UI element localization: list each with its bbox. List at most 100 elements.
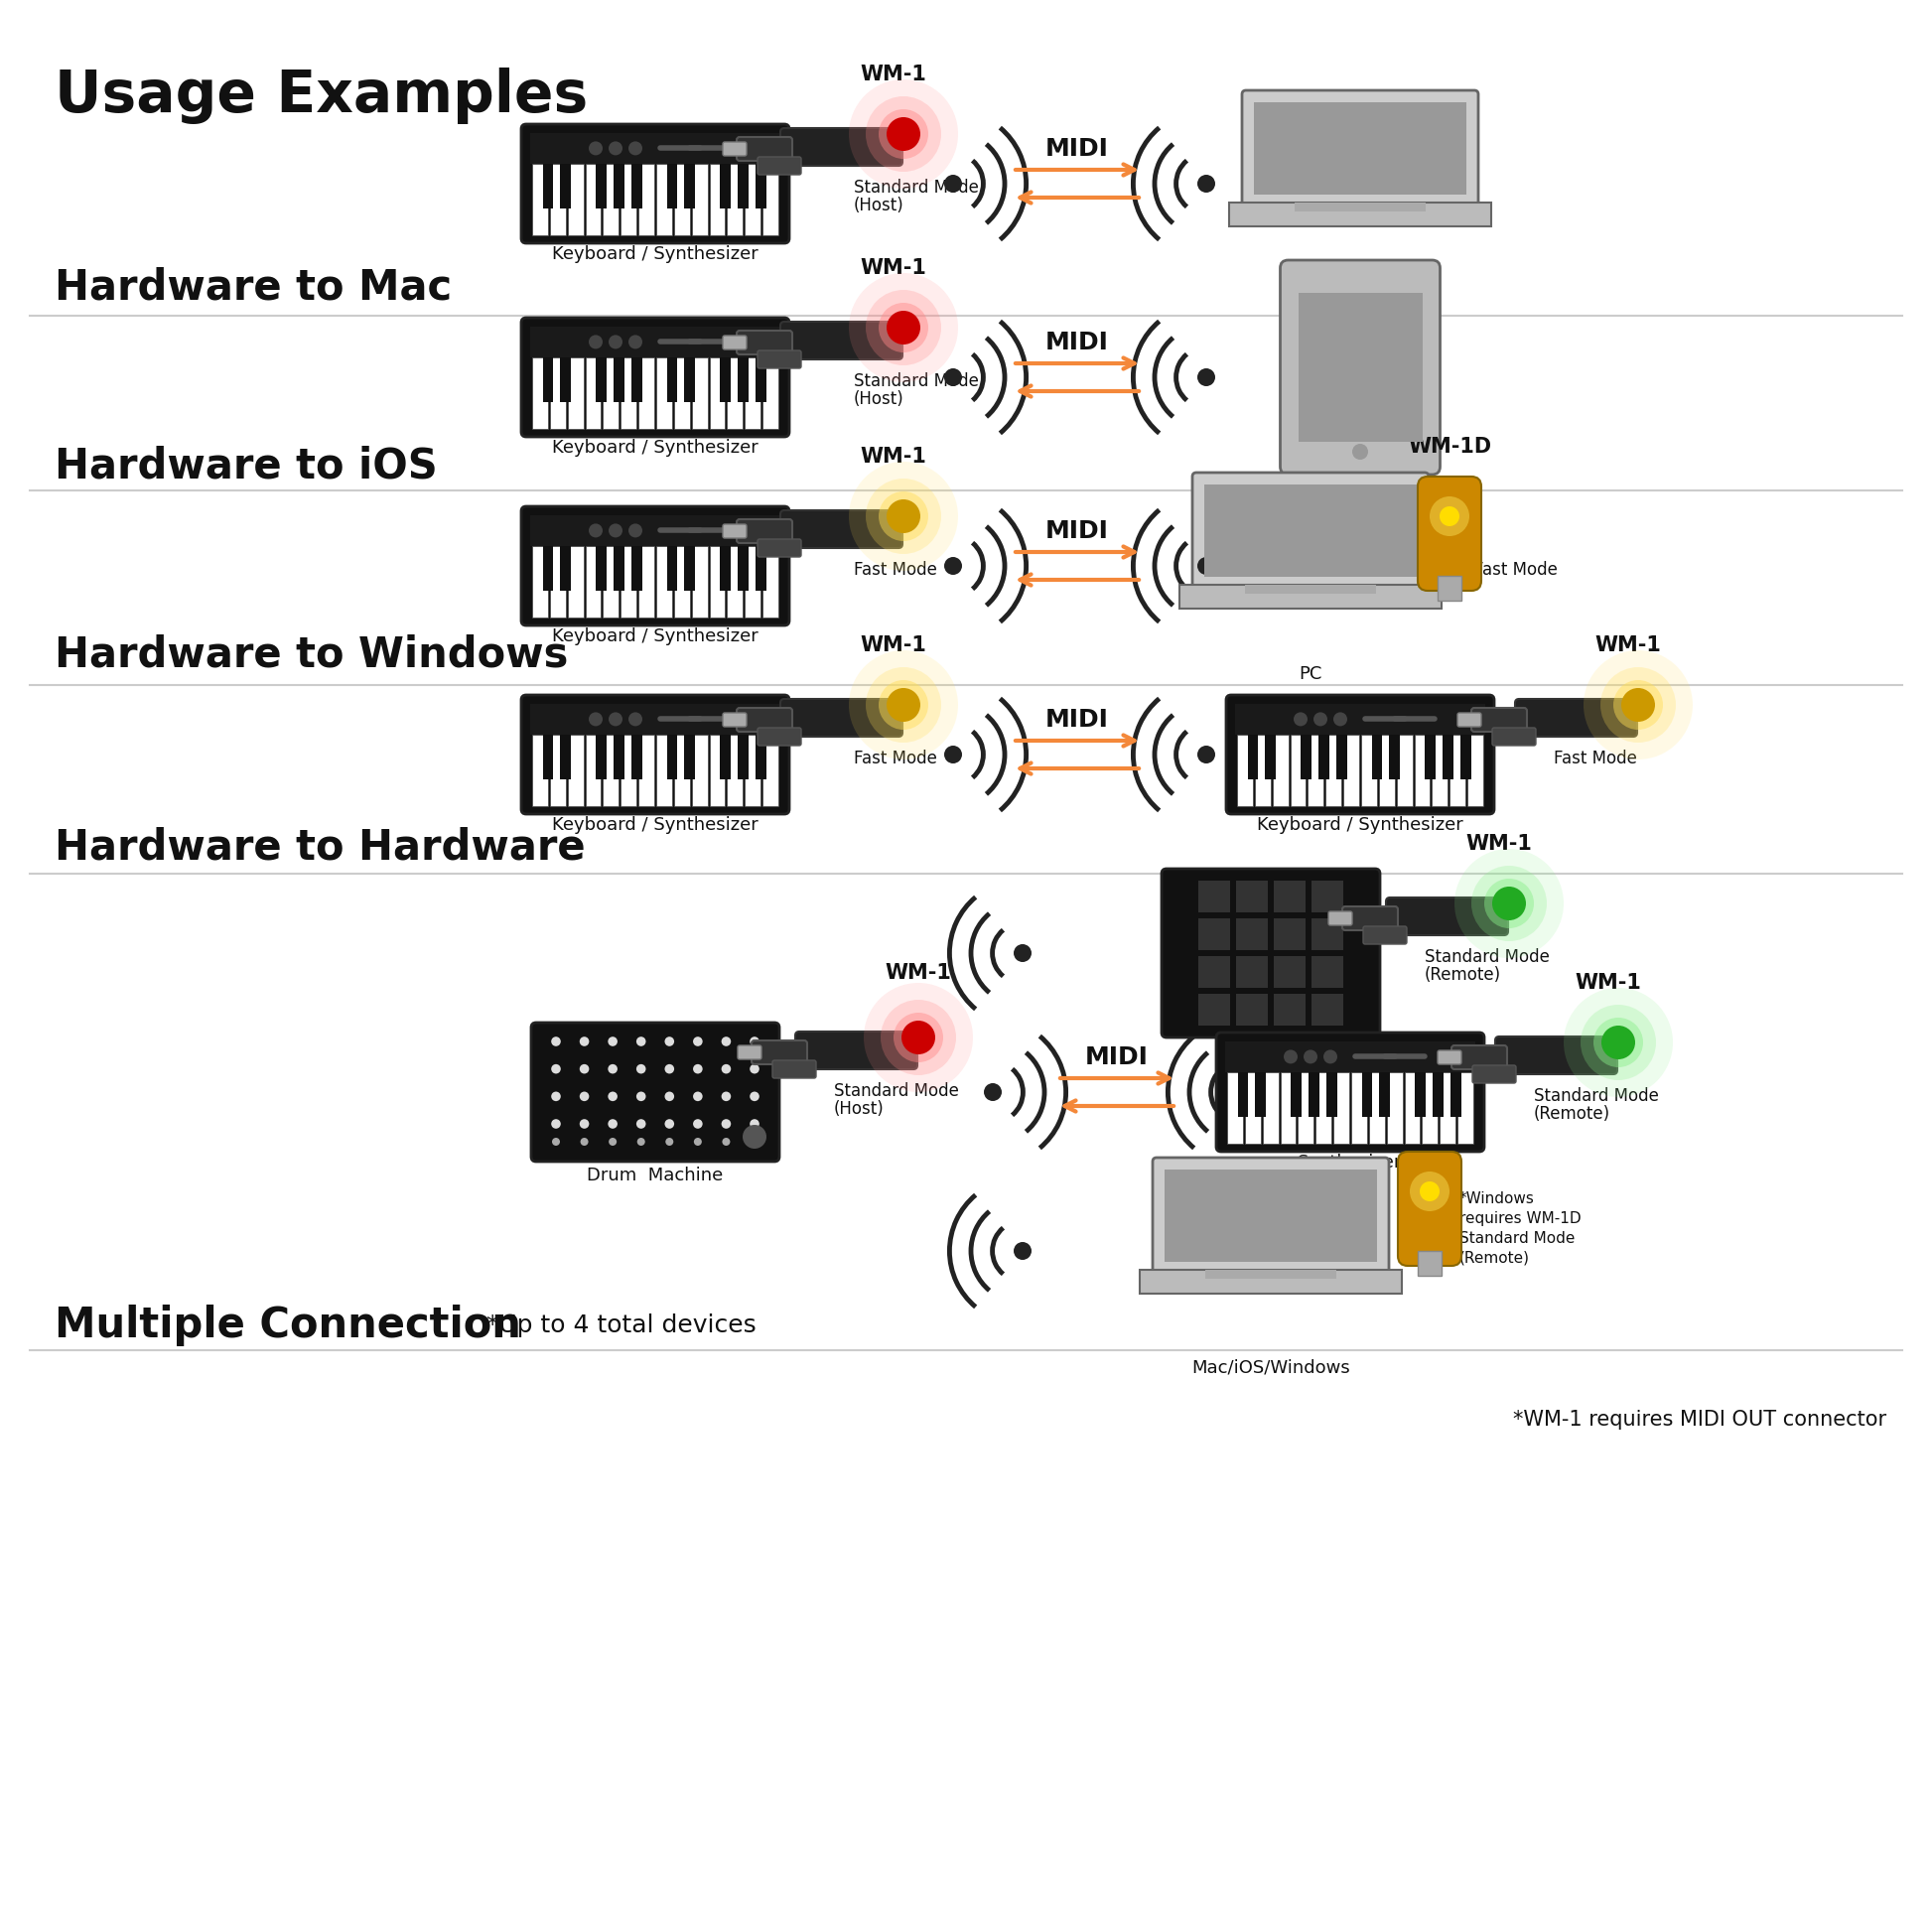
Bar [551, 164, 566, 236]
Bar [1300, 734, 1312, 779]
FancyBboxPatch shape [1495, 1036, 1617, 1074]
Circle shape [609, 1092, 618, 1101]
Text: Usage Examples: Usage Examples [54, 68, 587, 124]
Bar [738, 164, 748, 209]
FancyBboxPatch shape [796, 1032, 918, 1068]
Circle shape [1294, 713, 1308, 726]
Bar [543, 547, 553, 591]
Bar [1426, 734, 1435, 779]
FancyBboxPatch shape [757, 156, 802, 174]
Circle shape [721, 1092, 730, 1101]
Text: MIDI: MIDI [1045, 707, 1109, 732]
FancyBboxPatch shape [1281, 261, 1439, 475]
Circle shape [1014, 1242, 1032, 1260]
Circle shape [879, 491, 927, 541]
Text: WM-1: WM-1 [860, 636, 927, 655]
Bar [738, 357, 748, 402]
Bar [543, 164, 553, 209]
Bar [1370, 1072, 1385, 1144]
Bar [1198, 918, 1231, 951]
Bar [726, 734, 744, 806]
Bar [763, 357, 779, 429]
Bar [585, 547, 601, 616]
FancyBboxPatch shape [736, 707, 792, 732]
Text: Standard Mode: Standard Mode [854, 373, 980, 390]
Circle shape [866, 97, 941, 172]
Bar [1273, 993, 1306, 1026]
Circle shape [750, 1138, 759, 1146]
Bar [721, 164, 730, 209]
Bar [667, 547, 678, 591]
Bar [755, 357, 767, 402]
Circle shape [1410, 1171, 1449, 1211]
Circle shape [887, 311, 920, 344]
Bar [585, 164, 601, 236]
Text: WM-1: WM-1 [1466, 835, 1532, 854]
Circle shape [1580, 1005, 1656, 1080]
Text: Hardware to Mac: Hardware to Mac [54, 267, 452, 309]
Bar [632, 734, 641, 779]
Circle shape [628, 141, 641, 155]
Text: Keyboard / Synthesizer: Keyboard / Synthesizer [553, 439, 759, 456]
FancyBboxPatch shape [1451, 1045, 1507, 1068]
Circle shape [636, 1037, 645, 1047]
Bar [1397, 734, 1412, 806]
FancyBboxPatch shape [1385, 898, 1509, 935]
Text: Keyboard / Synthesizer: Keyboard / Synthesizer [553, 245, 759, 263]
Bar [620, 164, 636, 236]
Bar [529, 516, 781, 547]
Text: iOS Devices: iOS Devices [1306, 485, 1414, 502]
Bar [1165, 1169, 1378, 1262]
Bar [1389, 734, 1401, 779]
Circle shape [694, 1037, 703, 1047]
Circle shape [694, 1092, 703, 1101]
Bar [692, 547, 707, 616]
Bar [632, 164, 641, 209]
Circle shape [1198, 369, 1215, 386]
Bar [763, 164, 779, 236]
Bar [1468, 734, 1484, 806]
Bar [1387, 1072, 1403, 1144]
Bar [1235, 703, 1486, 734]
Bar [551, 734, 566, 806]
FancyBboxPatch shape [1492, 728, 1536, 746]
Circle shape [580, 1119, 589, 1128]
Circle shape [1439, 506, 1459, 526]
Bar [603, 357, 618, 429]
Circle shape [609, 713, 622, 726]
Circle shape [694, 1065, 703, 1074]
FancyBboxPatch shape [781, 321, 902, 359]
Circle shape [848, 79, 958, 189]
Bar [1254, 734, 1271, 806]
Bar [595, 547, 607, 591]
Text: PC: PC [1298, 665, 1321, 684]
FancyBboxPatch shape [738, 1045, 761, 1059]
Bar [585, 357, 601, 429]
FancyBboxPatch shape [531, 1022, 779, 1161]
Text: (BLE built in): (BLE built in) [1308, 502, 1412, 520]
Bar [1316, 1072, 1331, 1144]
Text: (Host): (Host) [835, 1099, 885, 1119]
Bar [1437, 576, 1461, 601]
Text: Synthesizer: Synthesizer [1298, 1153, 1403, 1171]
Bar [1248, 734, 1258, 779]
Circle shape [887, 498, 920, 533]
FancyBboxPatch shape [1472, 707, 1526, 732]
Text: WM-1: WM-1 [885, 962, 952, 983]
FancyBboxPatch shape [1161, 869, 1379, 1037]
Bar [1422, 1072, 1437, 1144]
Bar [755, 734, 767, 779]
Circle shape [551, 1065, 560, 1074]
Bar [692, 734, 707, 806]
Bar [721, 547, 730, 591]
Bar [1443, 734, 1453, 779]
Bar [1318, 734, 1329, 779]
FancyBboxPatch shape [1227, 696, 1493, 813]
Bar [657, 734, 672, 806]
Circle shape [665, 1065, 674, 1074]
Bar [684, 164, 696, 209]
Bar [1312, 918, 1343, 951]
Text: Hardware to Hardware: Hardware to Hardware [54, 827, 585, 867]
Bar [1281, 1072, 1296, 1144]
Text: Fast Mode: Fast Mode [1474, 560, 1557, 580]
